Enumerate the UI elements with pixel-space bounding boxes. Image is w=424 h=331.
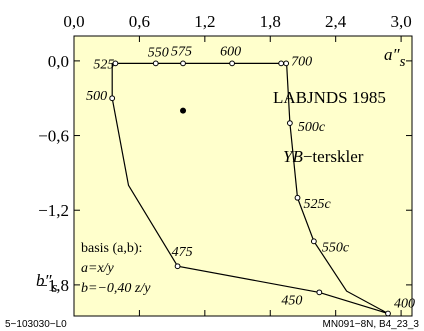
footer-right: MN091−8N, B4_23_3: [323, 319, 420, 330]
basis-note-line-3: b=−0,40 z/y: [81, 281, 151, 296]
wavelength-point: [294, 194, 301, 201]
series-curves: [111, 62, 389, 315]
wavelength-point: [152, 60, 159, 67]
chart-title: LABJNDS 1985: [273, 88, 386, 107]
wavelength-label: 525c: [304, 197, 332, 212]
wavelength-point: [109, 95, 116, 102]
x-tick-label: 2,4: [325, 12, 347, 31]
wavelength-point: [174, 263, 181, 270]
wavelength-label: 700: [291, 54, 312, 69]
wavelength-point: [112, 60, 119, 67]
basis-note-line-1: basis (a,b):: [81, 241, 142, 256]
x-tick-label: 0,0: [63, 12, 84, 31]
wavelength-markers: 525 550 575 600 700 500 500c 525c 550c 475 450 400: [86, 44, 415, 317]
y-tick-label: 0,0: [48, 52, 69, 71]
wavelength-label: 600: [220, 44, 241, 59]
y-tick-label: −0,6: [38, 127, 69, 146]
wavelength-label: 575: [171, 44, 192, 59]
wavelength-label: 400: [394, 297, 415, 312]
x-axis-ticks: 0,0 0,6 1,2 1,8 2,4 3,0: [63, 12, 412, 316]
wavelength-label: 550: [148, 45, 169, 60]
y-axis-ticks: 0,0 −0,6 −1,2 −1,8: [38, 52, 412, 295]
x-tick-label: 0,6: [129, 12, 150, 31]
wavelength-label: 500: [86, 89, 107, 104]
footer-left: 5−103030−L0: [5, 319, 67, 330]
wavelength-point: [286, 120, 293, 127]
wavelength-point: [385, 310, 391, 317]
center-point: [180, 107, 187, 114]
wavelength-point: [229, 60, 235, 67]
y-tick-label: −1,8: [38, 276, 69, 295]
wavelength-point: [283, 60, 290, 67]
x-tick-label: 1,8: [260, 12, 281, 31]
wavelength-point: [316, 289, 323, 296]
x-tick-label: 1,2: [194, 12, 215, 31]
y-tick-label: −1,2: [38, 201, 69, 220]
plot-background: [73, 35, 413, 317]
wavelength-label: 450: [281, 293, 302, 308]
wavelength-label: 500c: [298, 120, 326, 135]
chart-subtitle: YB−terskler: [283, 147, 364, 166]
wavelength-label: 475: [172, 245, 193, 260]
series-line: [111, 62, 389, 315]
wavelength-point: [180, 60, 186, 67]
basis-note-line-2: a=x/y: [81, 261, 115, 276]
wavelength-label: 550c: [322, 240, 350, 255]
wavelength-point: [278, 60, 285, 67]
y-axis-label: b″s: [36, 271, 58, 296]
wavelength-point: [310, 238, 317, 245]
x-axis-label: a″s: [384, 45, 406, 70]
wavelength-label: 525: [93, 57, 114, 72]
x-tick-label: 3,0: [390, 12, 411, 31]
